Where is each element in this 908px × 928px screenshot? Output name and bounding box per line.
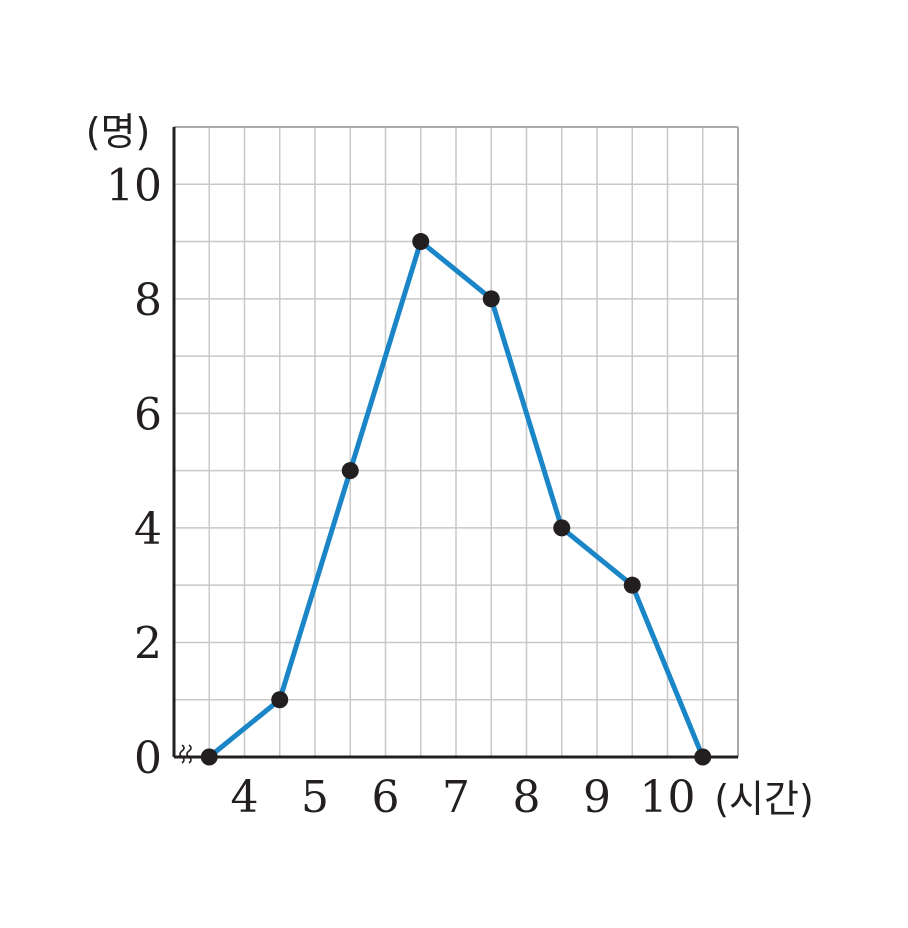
x-tick-label: 5	[301, 772, 329, 823]
series-line	[206, 239, 706, 760]
data-point	[482, 290, 500, 308]
x-tick-label: 9	[583, 772, 611, 823]
y-unit-label: (명)	[86, 110, 151, 154]
y-tick-label: 0	[134, 733, 162, 784]
data-point	[200, 748, 218, 766]
y-tick-label: 10	[106, 160, 162, 211]
y-tick-label: 2	[134, 618, 162, 669]
x-tick-label: 8	[513, 772, 541, 823]
y-tick-label: 8	[134, 275, 162, 326]
y-tick-label: 6	[134, 389, 162, 440]
x-tick-label: 4	[231, 772, 259, 823]
data-point	[623, 576, 641, 594]
x-unit-label: (시간)	[714, 777, 814, 821]
axis-break-stroke	[186, 744, 192, 764]
x-tick-label: 7	[442, 772, 470, 823]
x-tick-label: 10	[640, 772, 696, 823]
data-point	[271, 691, 289, 709]
data-point	[694, 748, 712, 766]
axis-break-icon	[179, 744, 192, 764]
series	[200, 233, 712, 766]
y-tick-label: 4	[134, 504, 162, 555]
axis-break-stroke	[179, 744, 185, 764]
x-tick-label: 6	[372, 772, 400, 823]
grid	[174, 126, 739, 757]
data-point	[412, 233, 430, 251]
data-point	[341, 462, 359, 480]
data-point	[553, 519, 571, 537]
axes	[172, 127, 738, 764]
